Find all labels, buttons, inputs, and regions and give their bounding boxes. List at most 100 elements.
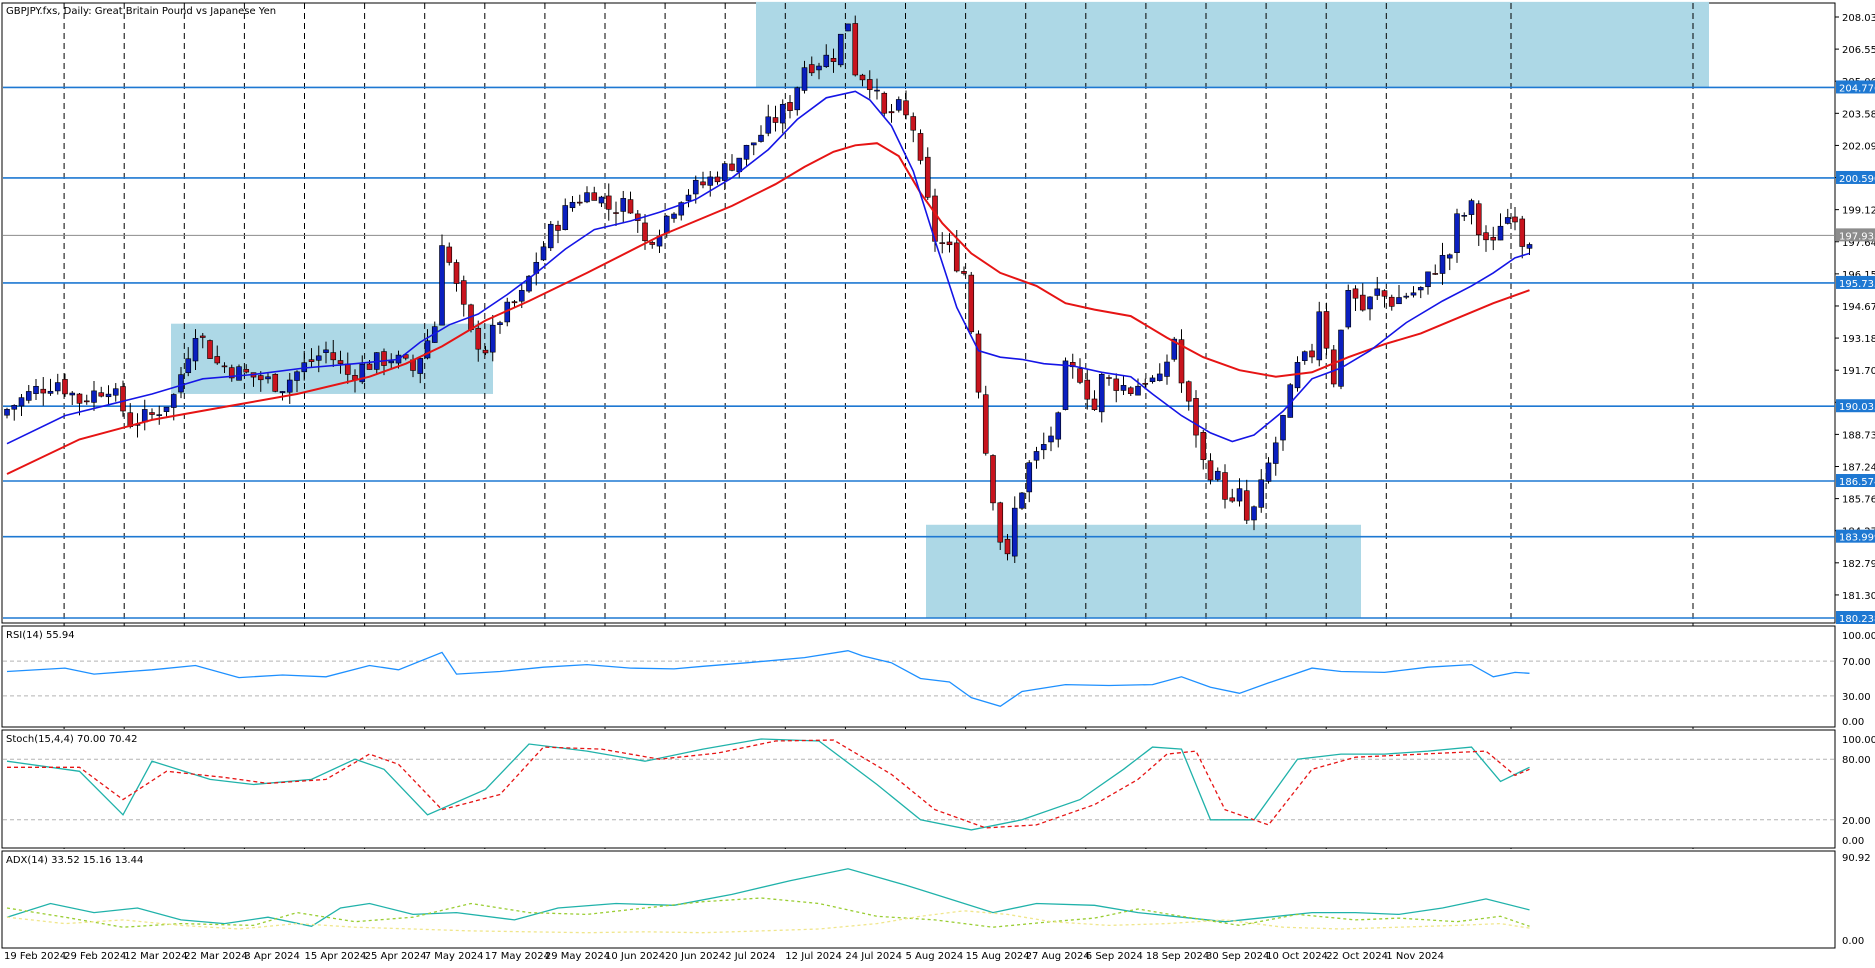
candle-body	[1214, 470, 1221, 480]
candle-body	[25, 391, 32, 401]
candlestick	[1309, 343, 1315, 364]
indicator-pane-frame	[1, 729, 1836, 849]
candlestick	[859, 73, 866, 87]
candlestick	[671, 212, 677, 223]
candle-body	[4, 408, 10, 416]
candle-body	[207, 340, 213, 359]
candlestick	[192, 329, 199, 371]
price-tick-label: 196.155	[1842, 270, 1875, 281]
candle-body	[801, 67, 808, 91]
current-price-label: 197.935	[1839, 231, 1875, 242]
candlestick	[576, 194, 583, 206]
price-tick-label: 191.700	[1842, 366, 1875, 377]
candlestick	[649, 240, 656, 249]
candle-body	[1301, 351, 1308, 361]
candlestick	[975, 330, 982, 399]
candlestick	[1403, 292, 1410, 300]
candle-body	[714, 176, 721, 183]
candle-body	[1309, 350, 1315, 358]
candle-body	[1374, 288, 1381, 296]
candle-body	[736, 157, 743, 173]
candle-body	[750, 142, 757, 146]
candle-body	[1156, 373, 1163, 381]
candlestick	[272, 373, 279, 393]
candlestick	[1222, 464, 1228, 509]
candlestick	[323, 341, 329, 364]
indicator-label: Stoch(15,4,4) 70.00 70.42	[6, 734, 137, 745]
candlestick	[1135, 378, 1141, 396]
price-tick-label: 206.550	[1842, 45, 1875, 56]
date-label: 22 Oct 2024	[1326, 951, 1388, 962]
candlestick	[562, 198, 569, 231]
candle-body	[105, 393, 112, 398]
price-tick-label: 182.790	[1842, 559, 1875, 570]
candlestick	[1417, 286, 1424, 299]
vertical-grid	[63, 3, 1694, 948]
candlestick	[888, 103, 895, 123]
indicator-pane-frame	[1, 625, 1836, 728]
date-label: 24 Jul 2024	[845, 951, 902, 962]
candle-body	[1338, 329, 1344, 387]
candlestick	[489, 314, 496, 362]
candlestick	[1425, 271, 1431, 295]
candle-body	[439, 245, 445, 326]
candle-body	[1446, 254, 1453, 259]
candle-body	[83, 400, 90, 403]
candlestick	[700, 171, 706, 189]
indicator-panes: 100.00 70.00 30.00 0.00 RSI(14) 55.94 100.00 8…	[1, 625, 1875, 949]
candle-body	[1330, 349, 1337, 385]
candlestick	[1055, 411, 1062, 448]
candle-body	[1040, 444, 1047, 451]
candlestick	[1432, 264, 1439, 275]
indicator-pane: 100.00 70.00 30.00 0.00 RSI(14) 55.94	[1, 625, 1875, 728]
price-tick-label: 203.580	[1842, 109, 1875, 120]
candle-body	[337, 360, 344, 364]
candlestick	[1345, 284, 1352, 330]
candlestick	[1200, 429, 1207, 470]
level-price-tag	[1836, 170, 1875, 184]
candle-body	[11, 405, 18, 410]
candlestick	[199, 332, 206, 349]
candle-body	[765, 116, 772, 134]
candlestick	[961, 266, 967, 276]
candle-body	[816, 65, 822, 71]
candlestick	[178, 367, 184, 399]
candle-body	[845, 23, 851, 32]
candle-body	[54, 382, 61, 392]
candlestick	[1178, 329, 1185, 393]
candle-body	[1483, 232, 1489, 241]
candlestick	[1512, 206, 1518, 231]
candle-body	[794, 87, 801, 111]
candle-body	[460, 280, 467, 305]
date-label: 17 May 2024	[485, 951, 550, 962]
price-pane[interactable]	[1, 2, 1836, 624]
candle-body	[990, 455, 996, 504]
candle-body	[1367, 296, 1373, 310]
level-price-label: 180.238	[1839, 614, 1875, 625]
candle-body	[330, 352, 337, 361]
candle-body	[272, 373, 279, 392]
candle-body	[475, 327, 482, 350]
candlestick	[308, 348, 315, 368]
indicator-tick-label: 20.00	[1842, 816, 1871, 827]
candle-body	[1251, 506, 1257, 521]
candlestick	[1156, 363, 1163, 382]
moving-averages-layer	[6, 90, 1530, 475]
candle-body	[91, 390, 97, 403]
candle-body	[1359, 294, 1366, 311]
candlestick	[1504, 208, 1511, 225]
candlestick	[808, 56, 815, 77]
candlestick	[1106, 374, 1112, 386]
candle-body	[642, 222, 648, 242]
candlestick	[874, 78, 880, 100]
candlestick	[120, 380, 126, 417]
candle-body	[1222, 472, 1228, 500]
price-tick-label: 202.095	[1842, 141, 1875, 152]
candle-body	[627, 199, 634, 214]
candle-body	[1193, 398, 1199, 436]
candlestick	[439, 234, 445, 326]
candlestick	[787, 94, 793, 119]
candle-body	[678, 202, 685, 216]
